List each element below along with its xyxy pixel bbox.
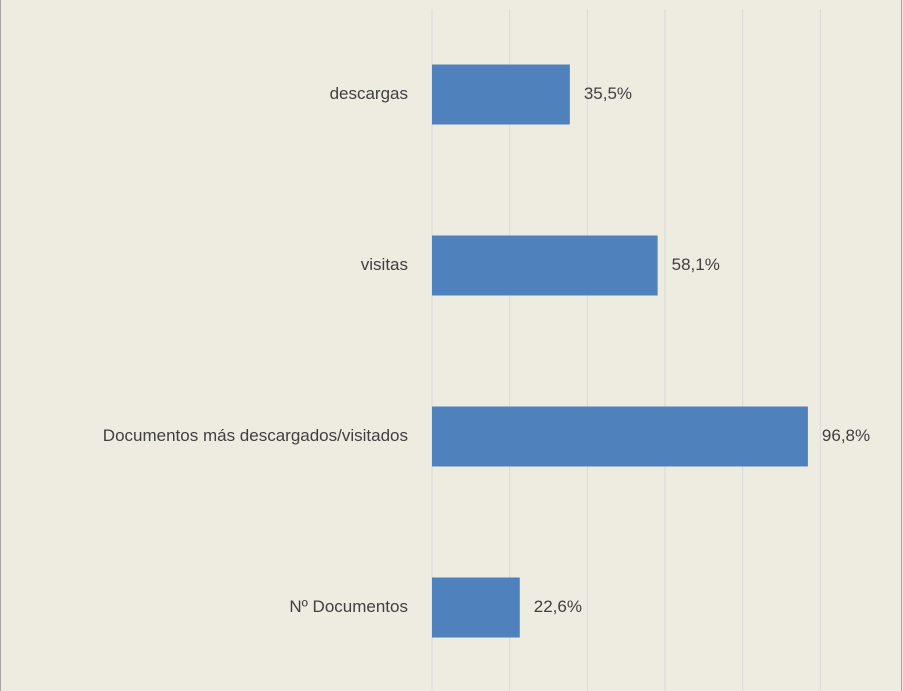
bar — [432, 577, 520, 638]
bar — [432, 406, 808, 467]
y-tick-label: Documentos más descargados/visitados — [103, 426, 408, 445]
y-tick-label: visitas — [361, 255, 408, 274]
data-label: 58,1% — [672, 255, 720, 274]
data-label: 96,8% — [822, 426, 870, 445]
data-label: 22,6% — [534, 597, 582, 616]
bar — [432, 235, 658, 296]
y-tick-label: descargas — [330, 84, 408, 103]
bar — [432, 64, 570, 125]
y-tick-label: Nº Documentos — [289, 597, 408, 616]
data-label: 35,5% — [584, 84, 632, 103]
